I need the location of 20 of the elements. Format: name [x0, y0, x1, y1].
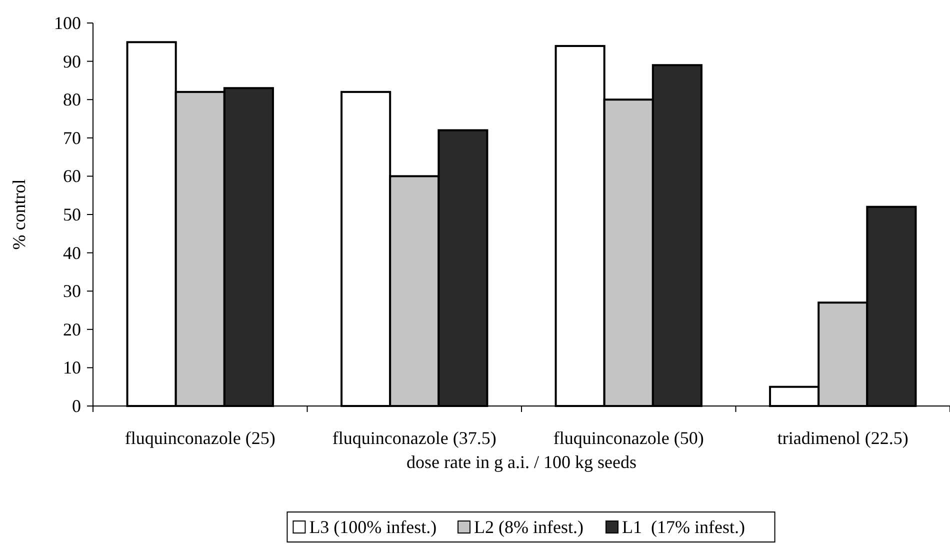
y-axis-title: % control	[9, 179, 29, 250]
y-tick-label: 20	[63, 319, 81, 340]
y-tick-label: 60	[63, 166, 81, 186]
legend-label: L3 (100% infest.)	[309, 517, 437, 537]
y-tick-label: 0	[72, 396, 81, 416]
legend-label: L1 (17% infest.)	[622, 517, 745, 537]
y-tick-label: 100	[54, 13, 81, 33]
y-tick-label: 50	[63, 204, 81, 224]
x-tick-label: fluquinconazole (50)	[553, 428, 704, 448]
y-tick-label: 40	[63, 242, 81, 263]
y-tick-label: 10	[63, 358, 81, 378]
x-tick-label: fluquinconazole (25)	[124, 428, 276, 448]
x-axis-title: dose rate in g a.i. / 100 kg seeds	[406, 452, 636, 472]
legend-label: L2 (8% infest.)	[474, 517, 584, 537]
x-tick-label: fluquinconazole (37.5)	[332, 428, 496, 448]
y-tick-label: 70	[63, 128, 81, 148]
x-tick-label: triadimenol (22.5)	[777, 428, 908, 448]
y-tick-label: 80	[63, 90, 81, 110]
y-tick-label: 30	[63, 281, 81, 302]
y-tick-label: 90	[63, 51, 81, 72]
